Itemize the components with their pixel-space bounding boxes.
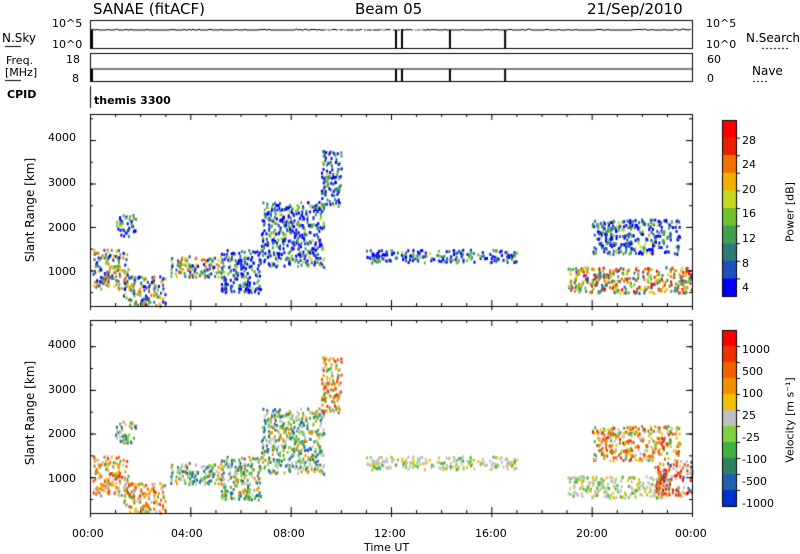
power-cbar-label: Power [dB] xyxy=(783,182,797,242)
date-title: 21/Sep/2010 xyxy=(587,0,683,18)
power-cbar-tick-12: 12 xyxy=(742,232,756,245)
nave-tick-bottom: 0 xyxy=(707,72,714,85)
power-cbar-tick-20: 20 xyxy=(742,183,756,196)
vel-cbar-tick-500: 500 xyxy=(742,365,763,378)
velocity-ytick-1000: 1000 xyxy=(48,472,76,485)
velocity-ylabel: Slant Range [km] xyxy=(23,360,37,466)
vel-cbar-tick-m1000: -1000 xyxy=(742,497,774,510)
station-title: SANAE (fitACF) xyxy=(93,0,205,18)
beam-title: Beam 05 xyxy=(355,0,423,18)
velocity-ytick-3000: 3000 xyxy=(48,383,76,396)
power-cbar-tick-28: 28 xyxy=(742,134,756,147)
vel-cbar-tick-100: 100 xyxy=(742,387,763,400)
vel-cbar-tick-m100: -100 xyxy=(742,453,767,466)
freq-unit: [MHz] xyxy=(5,66,38,79)
power-cbar-tick-8: 8 xyxy=(742,257,749,270)
vel-cbar-label: Velocity [m s⁻¹] xyxy=(783,377,797,463)
xtick-0000: 00:00 xyxy=(72,527,104,540)
power-cbar-tick-4: 4 xyxy=(742,281,749,294)
velocity-ytick-2000: 2000 xyxy=(48,427,76,440)
xtick-0800: 08:00 xyxy=(273,527,305,540)
vel-cbar-tick-1000: 1000 xyxy=(742,343,770,356)
nsky-label: N.Sky xyxy=(2,31,37,45)
nsearch-tick-bottom: 10^0 xyxy=(706,38,737,51)
xtick-0400: 04:00 xyxy=(171,527,203,540)
power-ytick-2000: 2000 xyxy=(48,221,76,234)
nsearch-tick-top: 10^5 xyxy=(706,17,737,30)
freq-label: Freq. xyxy=(6,54,34,67)
xtick-1600: 16:00 xyxy=(475,527,507,540)
nsky-tick-bottom: 10^0 xyxy=(52,38,83,51)
nsearch-label: N.Search xyxy=(746,31,800,45)
xtick-1200: 12:00 xyxy=(374,527,406,540)
cpid-label: CPID xyxy=(7,88,37,101)
vel-cbar-tick-m25: -25 xyxy=(742,431,760,444)
vel-cbar-tick-25: 25 xyxy=(742,409,756,422)
power-cbar-tick-24: 24 xyxy=(742,158,756,171)
velocity-ytick-4000: 4000 xyxy=(48,338,76,351)
power-cbar-tick-16: 16 xyxy=(742,207,756,220)
xtick-2000: 20:00 xyxy=(576,527,608,540)
power-ytick-3000: 3000 xyxy=(48,176,76,189)
freq-tick-bottom: 8 xyxy=(72,72,79,85)
vel-cbar-tick-m500: -500 xyxy=(742,475,767,488)
nave-tick-top: 60 xyxy=(707,53,721,66)
nave-label: Nave xyxy=(752,64,783,78)
freq-tick-top: 18 xyxy=(66,53,80,66)
xlabel: Time UT xyxy=(364,541,410,554)
power-ytick-4000: 4000 xyxy=(48,131,76,144)
cpid-value: themis 3300 xyxy=(94,94,171,107)
nsky-tick-top: 10^5 xyxy=(52,17,83,30)
xtick-2400: 00:00 xyxy=(675,527,707,540)
power-ytick-1000: 1000 xyxy=(48,265,76,278)
power-ylabel: Slant Range [km] xyxy=(23,157,37,263)
